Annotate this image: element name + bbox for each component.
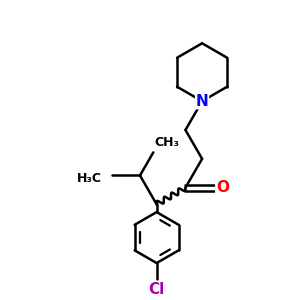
Text: H₃C: H₃C xyxy=(76,172,102,185)
Text: Cl: Cl xyxy=(148,282,165,297)
Text: CH₃: CH₃ xyxy=(155,136,180,149)
Text: O: O xyxy=(216,180,229,195)
Text: N: N xyxy=(196,94,208,109)
